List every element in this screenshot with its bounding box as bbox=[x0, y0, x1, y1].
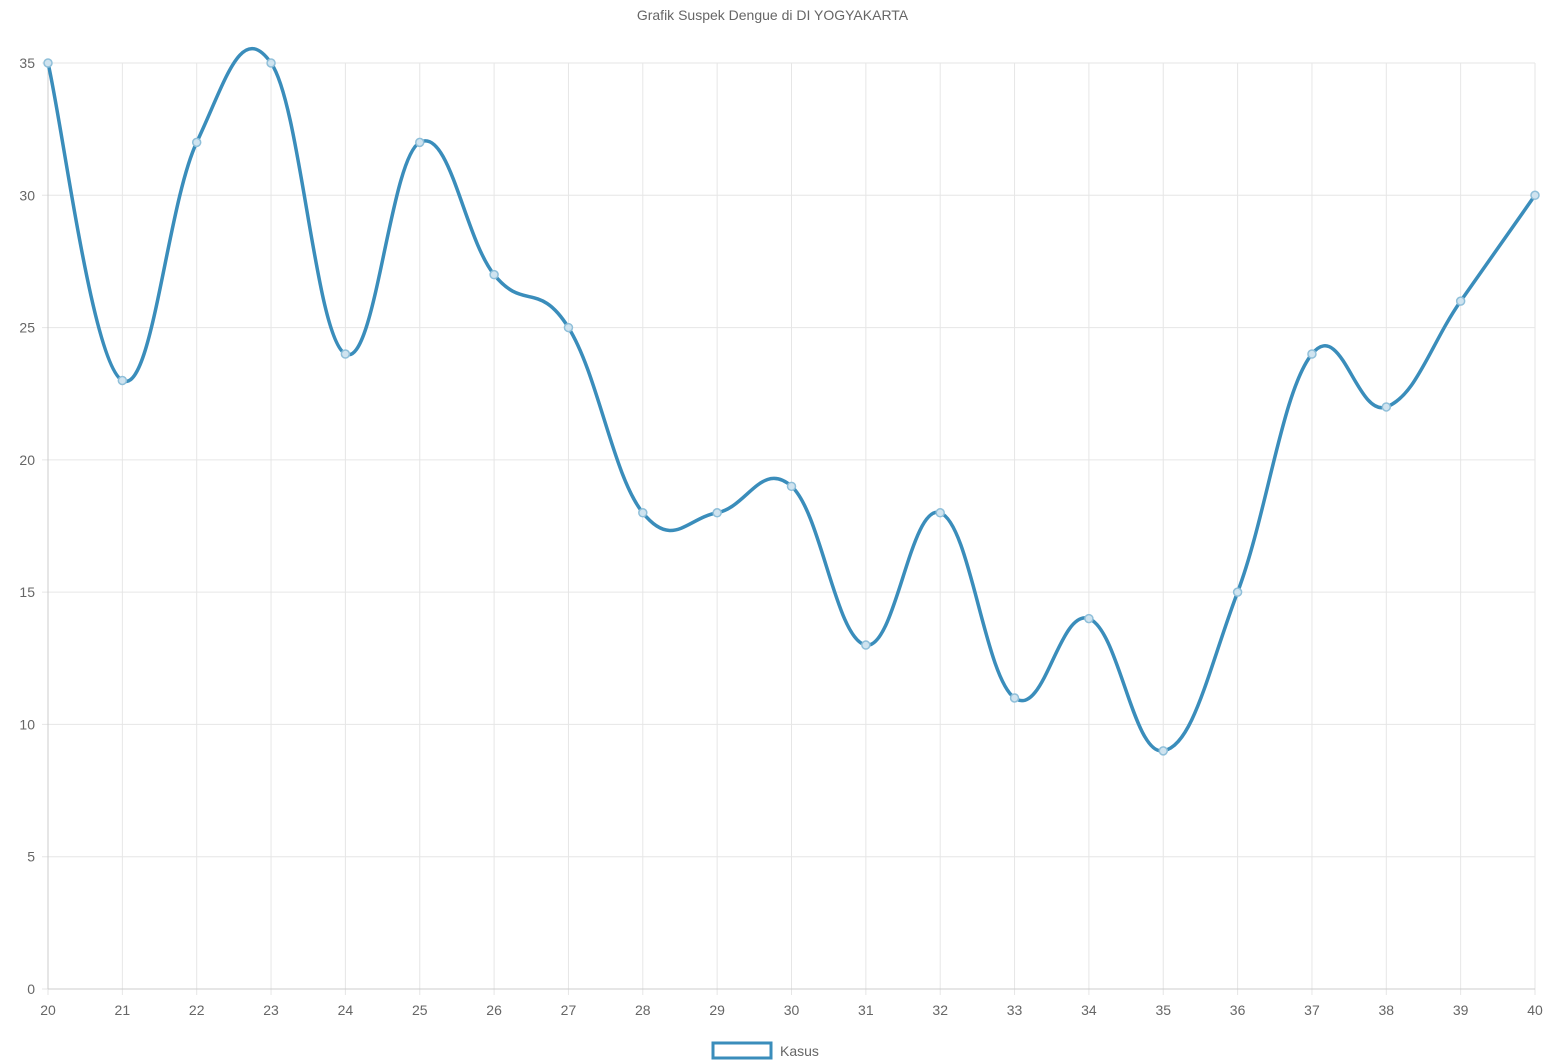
data-point bbox=[1307, 349, 1317, 359]
y-tick-label: 20 bbox=[19, 452, 35, 468]
grid-lines bbox=[42, 62, 1536, 995]
x-tick-label: 24 bbox=[338, 1002, 354, 1018]
x-tick-label: 37 bbox=[1304, 1002, 1320, 1018]
data-point bbox=[786, 481, 797, 492]
data-point bbox=[340, 349, 351, 359]
x-tick-label: 33 bbox=[1007, 1002, 1023, 1018]
y-tick-label: 10 bbox=[19, 716, 35, 732]
x-tick-label: 30 bbox=[784, 1002, 800, 1018]
y-tick-label: 35 bbox=[19, 55, 35, 71]
data-point bbox=[266, 58, 276, 68]
x-tick-label: 31 bbox=[858, 1002, 874, 1018]
data-point bbox=[117, 375, 128, 386]
y-tick-label: 5 bbox=[27, 849, 35, 865]
x-tick-label: 23 bbox=[263, 1002, 279, 1018]
x-tick-label: 22 bbox=[189, 1002, 205, 1018]
x-tick-label: 39 bbox=[1453, 1002, 1469, 1018]
data-point bbox=[489, 269, 499, 280]
x-tick-label: 21 bbox=[115, 1002, 131, 1018]
y-tick-label: 15 bbox=[19, 584, 35, 600]
data-point bbox=[638, 508, 648, 518]
legend-swatch bbox=[711, 1041, 773, 1060]
x-tick-label: 36 bbox=[1230, 1002, 1246, 1018]
data-point bbox=[415, 137, 425, 148]
x-tick-label: 32 bbox=[932, 1002, 948, 1018]
data-point bbox=[1084, 613, 1094, 624]
data-point bbox=[861, 640, 871, 650]
chart-title: Grafik Suspek Dengue di DI YOGYAKARTA bbox=[636, 7, 909, 23]
y-tick-label: 25 bbox=[19, 320, 35, 336]
x-tick-label: 20 bbox=[40, 1002, 56, 1018]
x-tick-label: 35 bbox=[1155, 1002, 1171, 1018]
data-point bbox=[935, 508, 945, 518]
x-tick-label: 28 bbox=[635, 1002, 651, 1018]
data-point bbox=[1530, 190, 1540, 201]
data-point bbox=[563, 322, 574, 333]
data-point bbox=[1455, 296, 1466, 306]
y-tick-label: 0 bbox=[27, 981, 35, 997]
axes: 20 21 22 23 24 25 26 27 28 29 30 31 32 33 34 35 36 37 38 39… bbox=[19, 55, 1543, 1018]
data-point bbox=[1009, 693, 1020, 703]
y-tick-label: 30 bbox=[19, 187, 35, 203]
series-line-kasus bbox=[46, 46, 1537, 753]
data-point bbox=[1158, 746, 1168, 756]
legend[interactable]: Kasus bbox=[711, 1041, 819, 1060]
x-tick-label: 34 bbox=[1081, 1002, 1097, 1018]
x-tick-label: 27 bbox=[561, 1002, 577, 1018]
data-point bbox=[43, 58, 53, 68]
data-point bbox=[191, 137, 202, 148]
series-layer bbox=[43, 46, 1540, 756]
x-tick-label: 26 bbox=[486, 1002, 502, 1018]
x-tick-label: 40 bbox=[1527, 1002, 1543, 1018]
data-point bbox=[712, 508, 722, 518]
data-point bbox=[1381, 402, 1392, 412]
data-point bbox=[1232, 587, 1243, 597]
x-tick-label: 38 bbox=[1379, 1002, 1395, 1018]
x-tick-label: 29 bbox=[709, 1002, 725, 1018]
legend-label: Kasus bbox=[780, 1043, 819, 1059]
x-tick-label: 25 bbox=[412, 1002, 428, 1018]
